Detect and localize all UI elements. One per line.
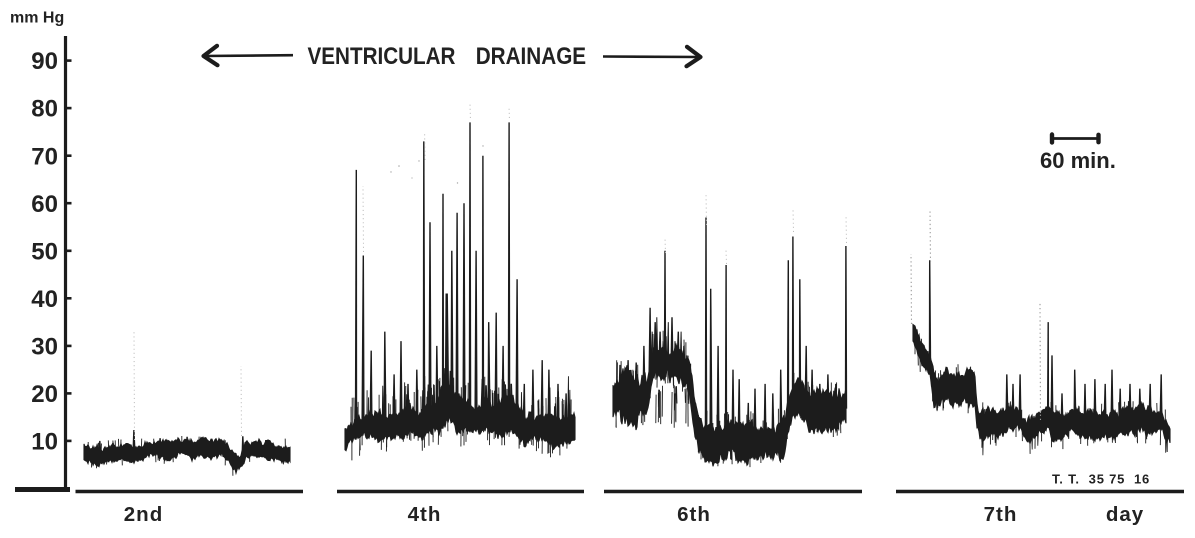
svg-text:mm Hg: mm Hg: [10, 10, 64, 27]
svg-text:4th: 4th: [408, 503, 442, 526]
svg-text:90: 90: [31, 48, 58, 75]
svg-text:2nd: 2nd: [124, 503, 163, 526]
svg-text:T. T. 35 75 16: T. T. 35 75 16: [1052, 472, 1150, 487]
svg-text:30: 30: [31, 334, 58, 361]
svg-text:20: 20: [31, 381, 58, 408]
svg-text:60: 60: [31, 191, 58, 218]
svg-text:7th: 7th: [984, 503, 1018, 526]
svg-text:day: day: [1106, 503, 1144, 526]
svg-text:80: 80: [31, 96, 58, 123]
svg-text:VENTRICULAR: VENTRICULAR: [308, 43, 456, 70]
svg-text:60 min.: 60 min.: [1040, 148, 1116, 173]
svg-text:6th: 6th: [677, 503, 711, 526]
svg-text:10: 10: [31, 429, 58, 456]
svg-text:DRAINAGE: DRAINAGE: [476, 43, 586, 70]
svg-text:70: 70: [31, 143, 58, 170]
svg-text:40: 40: [31, 286, 58, 313]
svg-text:50: 50: [31, 238, 58, 265]
